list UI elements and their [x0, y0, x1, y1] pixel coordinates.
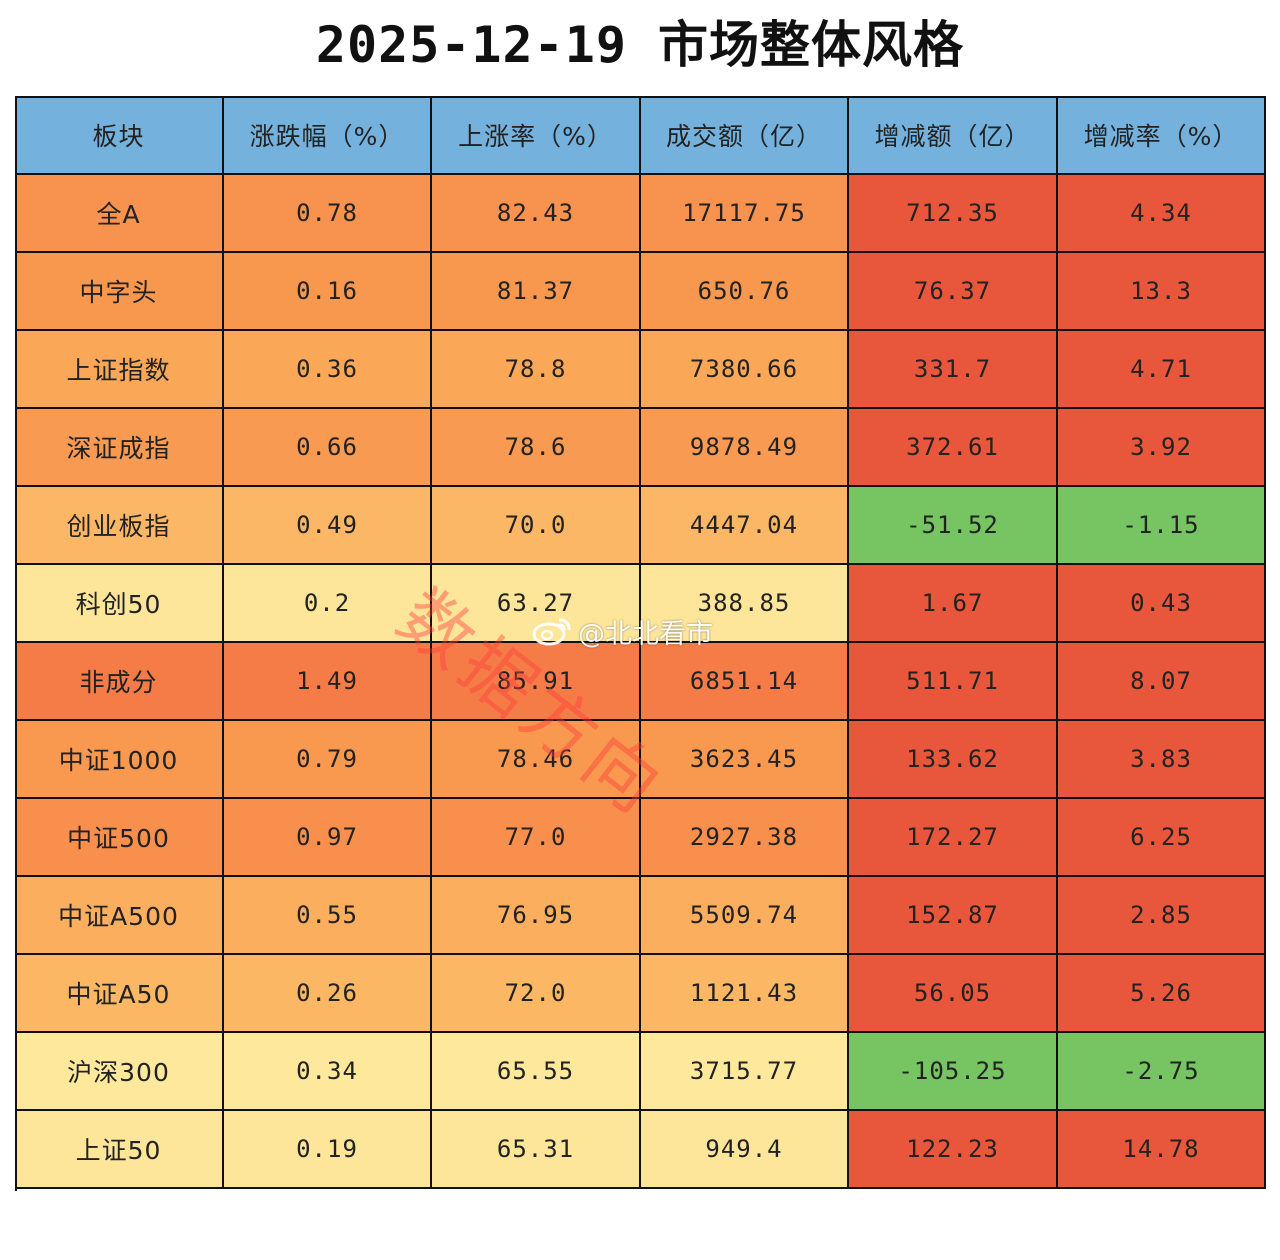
value-cell: 712.35: [849, 175, 1058, 253]
value-cell: 0.55: [224, 877, 432, 955]
value-cell: 172.27: [849, 799, 1058, 877]
value-cell: 122.23: [849, 1111, 1058, 1189]
value-cell: 2927.38: [641, 799, 849, 877]
value-cell: 14.78: [1058, 1111, 1266, 1189]
value-cell: 0.34: [224, 1033, 432, 1111]
value-cell: 511.71: [849, 643, 1058, 721]
value-cell: 7380.66: [641, 331, 849, 409]
row-label-cell: 中证500: [15, 799, 224, 877]
value-cell: 65.55: [432, 1033, 641, 1111]
value-cell: 70.0: [432, 487, 641, 565]
value-cell: 0.43: [1058, 565, 1266, 643]
value-cell: 133.62: [849, 721, 1058, 799]
row-label-cell: 中证A50: [15, 955, 224, 1033]
row-label-cell: 深证成指: [15, 409, 224, 487]
value-cell: 0.49: [224, 487, 432, 565]
value-cell: 0.97: [224, 799, 432, 877]
value-cell: 3.92: [1058, 409, 1266, 487]
value-cell: 6.25: [1058, 799, 1266, 877]
value-cell: 0.16: [224, 253, 432, 331]
value-cell: 0.19: [224, 1111, 432, 1189]
value-cell: 1.67: [849, 565, 1058, 643]
value-cell: 1.49: [224, 643, 432, 721]
value-cell: -51.52: [849, 487, 1058, 565]
column-header: 板块: [15, 96, 224, 175]
value-cell: 72.0: [432, 955, 641, 1033]
value-cell: 1121.43: [641, 955, 849, 1033]
value-cell: 78.6: [432, 409, 641, 487]
column-header: 涨跌幅（%）: [224, 96, 432, 175]
row-label-cell: 上证指数: [15, 331, 224, 409]
value-cell: 650.76: [641, 253, 849, 331]
column-header: 增减率（%）: [1058, 96, 1266, 175]
column-header: 增减额（亿）: [849, 96, 1058, 175]
value-cell: 5509.74: [641, 877, 849, 955]
value-cell: 0.66: [224, 409, 432, 487]
row-label-cell: 中证1000: [15, 721, 224, 799]
row-label-cell: 中字头: [15, 253, 224, 331]
value-cell: 65.31: [432, 1111, 641, 1189]
value-cell: 77.0: [432, 799, 641, 877]
value-cell: 152.87: [849, 877, 1058, 955]
value-cell: 388.85: [641, 565, 849, 643]
value-cell: 6851.14: [641, 643, 849, 721]
row-label-cell: 全A: [15, 175, 224, 253]
column-header: 上涨率（%）: [432, 96, 641, 175]
data-table: 板块 涨跌幅（%） 上涨率（%） 成交额（亿） 增减额（亿） 增减率（%） 全A 0.78 82…: [15, 96, 1266, 1191]
value-cell: 17117.75: [641, 175, 849, 253]
value-cell: 85.91: [432, 643, 641, 721]
value-cell: 3715.77: [641, 1033, 849, 1111]
row-label-cell: 上证50: [15, 1111, 224, 1189]
value-cell: 81.37: [432, 253, 641, 331]
value-cell: 9878.49: [641, 409, 849, 487]
value-cell: 78.46: [432, 721, 641, 799]
value-cell: 63.27: [432, 565, 641, 643]
value-cell: 13.3: [1058, 253, 1266, 331]
value-cell: 0.78: [224, 175, 432, 253]
value-cell: 0.79: [224, 721, 432, 799]
row-label-cell: 创业板指: [15, 487, 224, 565]
value-cell: 3623.45: [641, 721, 849, 799]
value-cell: 5.26: [1058, 955, 1266, 1033]
value-cell: 3.83: [1058, 721, 1266, 799]
row-label-cell: 中证A500: [15, 877, 224, 955]
value-cell: 0.36: [224, 331, 432, 409]
value-cell: 0.2: [224, 565, 432, 643]
value-cell: 78.8: [432, 331, 641, 409]
value-cell: 8.07: [1058, 643, 1266, 721]
column-header: 成交额（亿）: [641, 96, 849, 175]
value-cell: 2.85: [1058, 877, 1266, 955]
row-label-cell: 沪深300: [15, 1033, 224, 1111]
value-cell: 4.71: [1058, 331, 1266, 409]
value-cell: 82.43: [432, 175, 641, 253]
value-cell: -105.25: [849, 1033, 1058, 1111]
value-cell: 331.7: [849, 331, 1058, 409]
chart-title: 2025-12-19 市场整体风格: [315, 16, 965, 74]
value-cell: -2.75: [1058, 1033, 1266, 1111]
value-cell: -1.15: [1058, 487, 1266, 565]
value-cell: 56.05: [849, 955, 1058, 1033]
value-cell: 372.61: [849, 409, 1058, 487]
row-label-cell: 科创50: [15, 565, 224, 643]
row-label-cell: 非成分: [15, 643, 224, 721]
value-cell: 949.4: [641, 1111, 849, 1189]
value-cell: 76.95: [432, 877, 641, 955]
value-cell: 4.34: [1058, 175, 1266, 253]
value-cell: 0.26: [224, 955, 432, 1033]
value-cell: 76.37: [849, 253, 1058, 331]
value-cell: 4447.04: [641, 487, 849, 565]
